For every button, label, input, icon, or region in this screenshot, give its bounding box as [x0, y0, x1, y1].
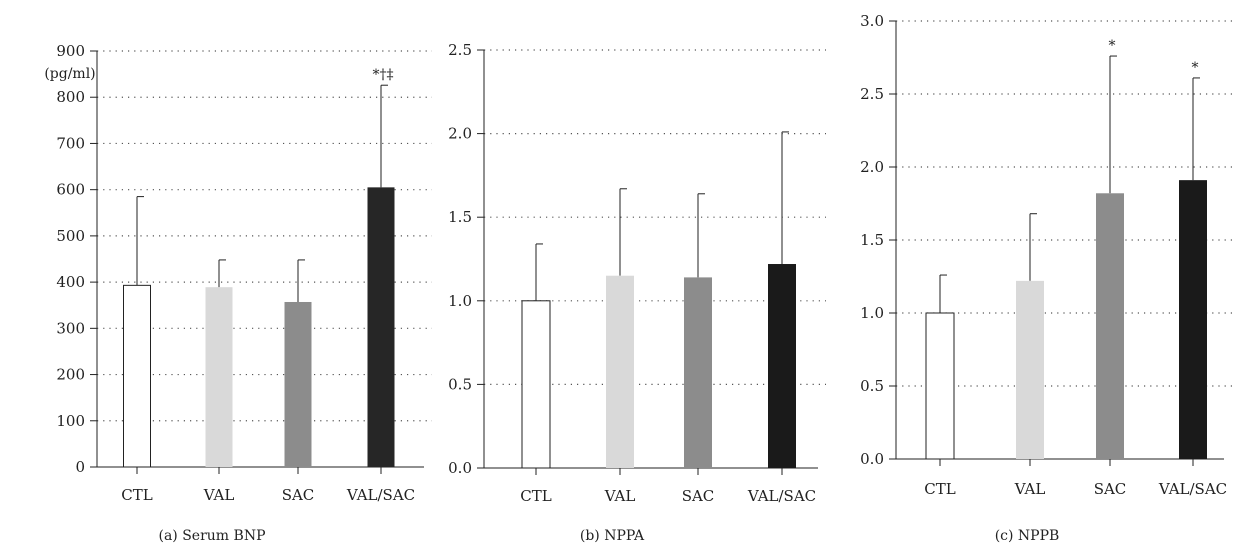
panel-b-category-label: VAL: [604, 487, 636, 505]
panel-a-bar-val: [205, 287, 233, 467]
panel-a-ytick-label: 400: [56, 273, 85, 291]
panel-b-bar-val-sac: [768, 264, 796, 468]
panel-c-ytick-label: 0.5: [860, 377, 884, 395]
panel-b-ytick-label: 0.0: [448, 459, 472, 477]
panel-b-ytick-label: 2.5: [448, 41, 472, 59]
panel-a-significance-mark: *†‡: [373, 67, 394, 83]
panel-c-ytick-label: 3.0: [860, 12, 884, 30]
panel-a-category-label: SAC: [282, 486, 315, 504]
panel-c-ytick-label: 0.0: [860, 450, 884, 468]
panel-a-ytick-label: 500: [56, 227, 85, 245]
panel-b-ytick-label: 1.5: [448, 208, 472, 226]
panel-c: 0.0 0.5 1.0 1.5 2.0 2.5 3.0 CTL VAL SAC * VAL/SAC *: [860, 12, 1232, 498]
panel-b-ytick-label: 1.0: [448, 292, 472, 310]
panel-c-bar-sac: [1096, 193, 1124, 459]
panel-b-bar-ctl: [521, 300, 551, 469]
panel-c-bar-val: [1016, 280, 1044, 459]
panel-a-ytick-label: 700: [56, 134, 85, 152]
panel-a-category-label: VAL/SAC: [346, 486, 415, 504]
panel-a-category-label: VAL: [203, 486, 235, 504]
panel-c-bar-val-sac: [1179, 180, 1207, 459]
panel-b: 0.0 0.5 1.0 1.5 2.0 2.5 CTL VAL SAC VAL/SAC: [448, 41, 826, 505]
panel-a-ytick-label: 300: [56, 319, 85, 337]
panel-a-ytick-label: 900: [56, 42, 85, 60]
panel-a-ytick-label: 0: [75, 458, 85, 476]
panel-b-category-label: CTL: [520, 487, 551, 505]
panel-c-significance-mark: *: [1192, 60, 1199, 76]
panel-b-ytick-label: 2.0: [448, 125, 472, 143]
panel-c-category-label: CTL: [924, 480, 955, 498]
panel-c-category-label: VAL/SAC: [1158, 480, 1227, 498]
panel-a-bar-ctl: [123, 284, 151, 468]
panel-c-ytick-label: 1.0: [860, 304, 884, 322]
panel-b-caption: (b) NPPA: [580, 528, 645, 544]
panel-c-ytick-label: 1.5: [860, 231, 884, 249]
panel-a-ytick-label: 600: [56, 181, 85, 199]
panel-a-ytick-label: 100: [56, 412, 85, 430]
panel-c-category-label: SAC: [1094, 480, 1127, 498]
panel-c-ytick-label: 2.0: [860, 158, 884, 176]
panel-b-bar-val: [606, 275, 634, 468]
panel-a-unit-label: (pg/ml): [44, 66, 95, 82]
panel-b-category-label: SAC: [682, 487, 715, 505]
panel-b-bar-sac: [684, 277, 712, 468]
panel-c-caption: (c) NPPB: [995, 528, 1060, 544]
panel-b-category-label: VAL/SAC: [747, 487, 816, 505]
panel-c-bar-ctl: [925, 312, 955, 460]
panel-a-bar-val-sac: [367, 187, 395, 467]
panel-a-ytick-label: 200: [56, 366, 85, 384]
panel-a-bar-sac: [284, 301, 312, 467]
panel-c-category-label: VAL: [1014, 480, 1046, 498]
panel-a: 0 100 200 300 400 500 600 700 800 900 CTL VAL SAC VAL…: [56, 42, 432, 504]
panel-b-ytick-label: 0.5: [448, 375, 472, 393]
panel-c-ytick-label: 2.5: [860, 85, 884, 103]
panel-a-category-label: CTL: [121, 486, 152, 504]
panel-a-caption: (a) Serum BNP: [159, 528, 266, 544]
panel-c-significance-mark: *: [1109, 38, 1116, 54]
panel-a-ytick-label: 800: [56, 88, 85, 106]
